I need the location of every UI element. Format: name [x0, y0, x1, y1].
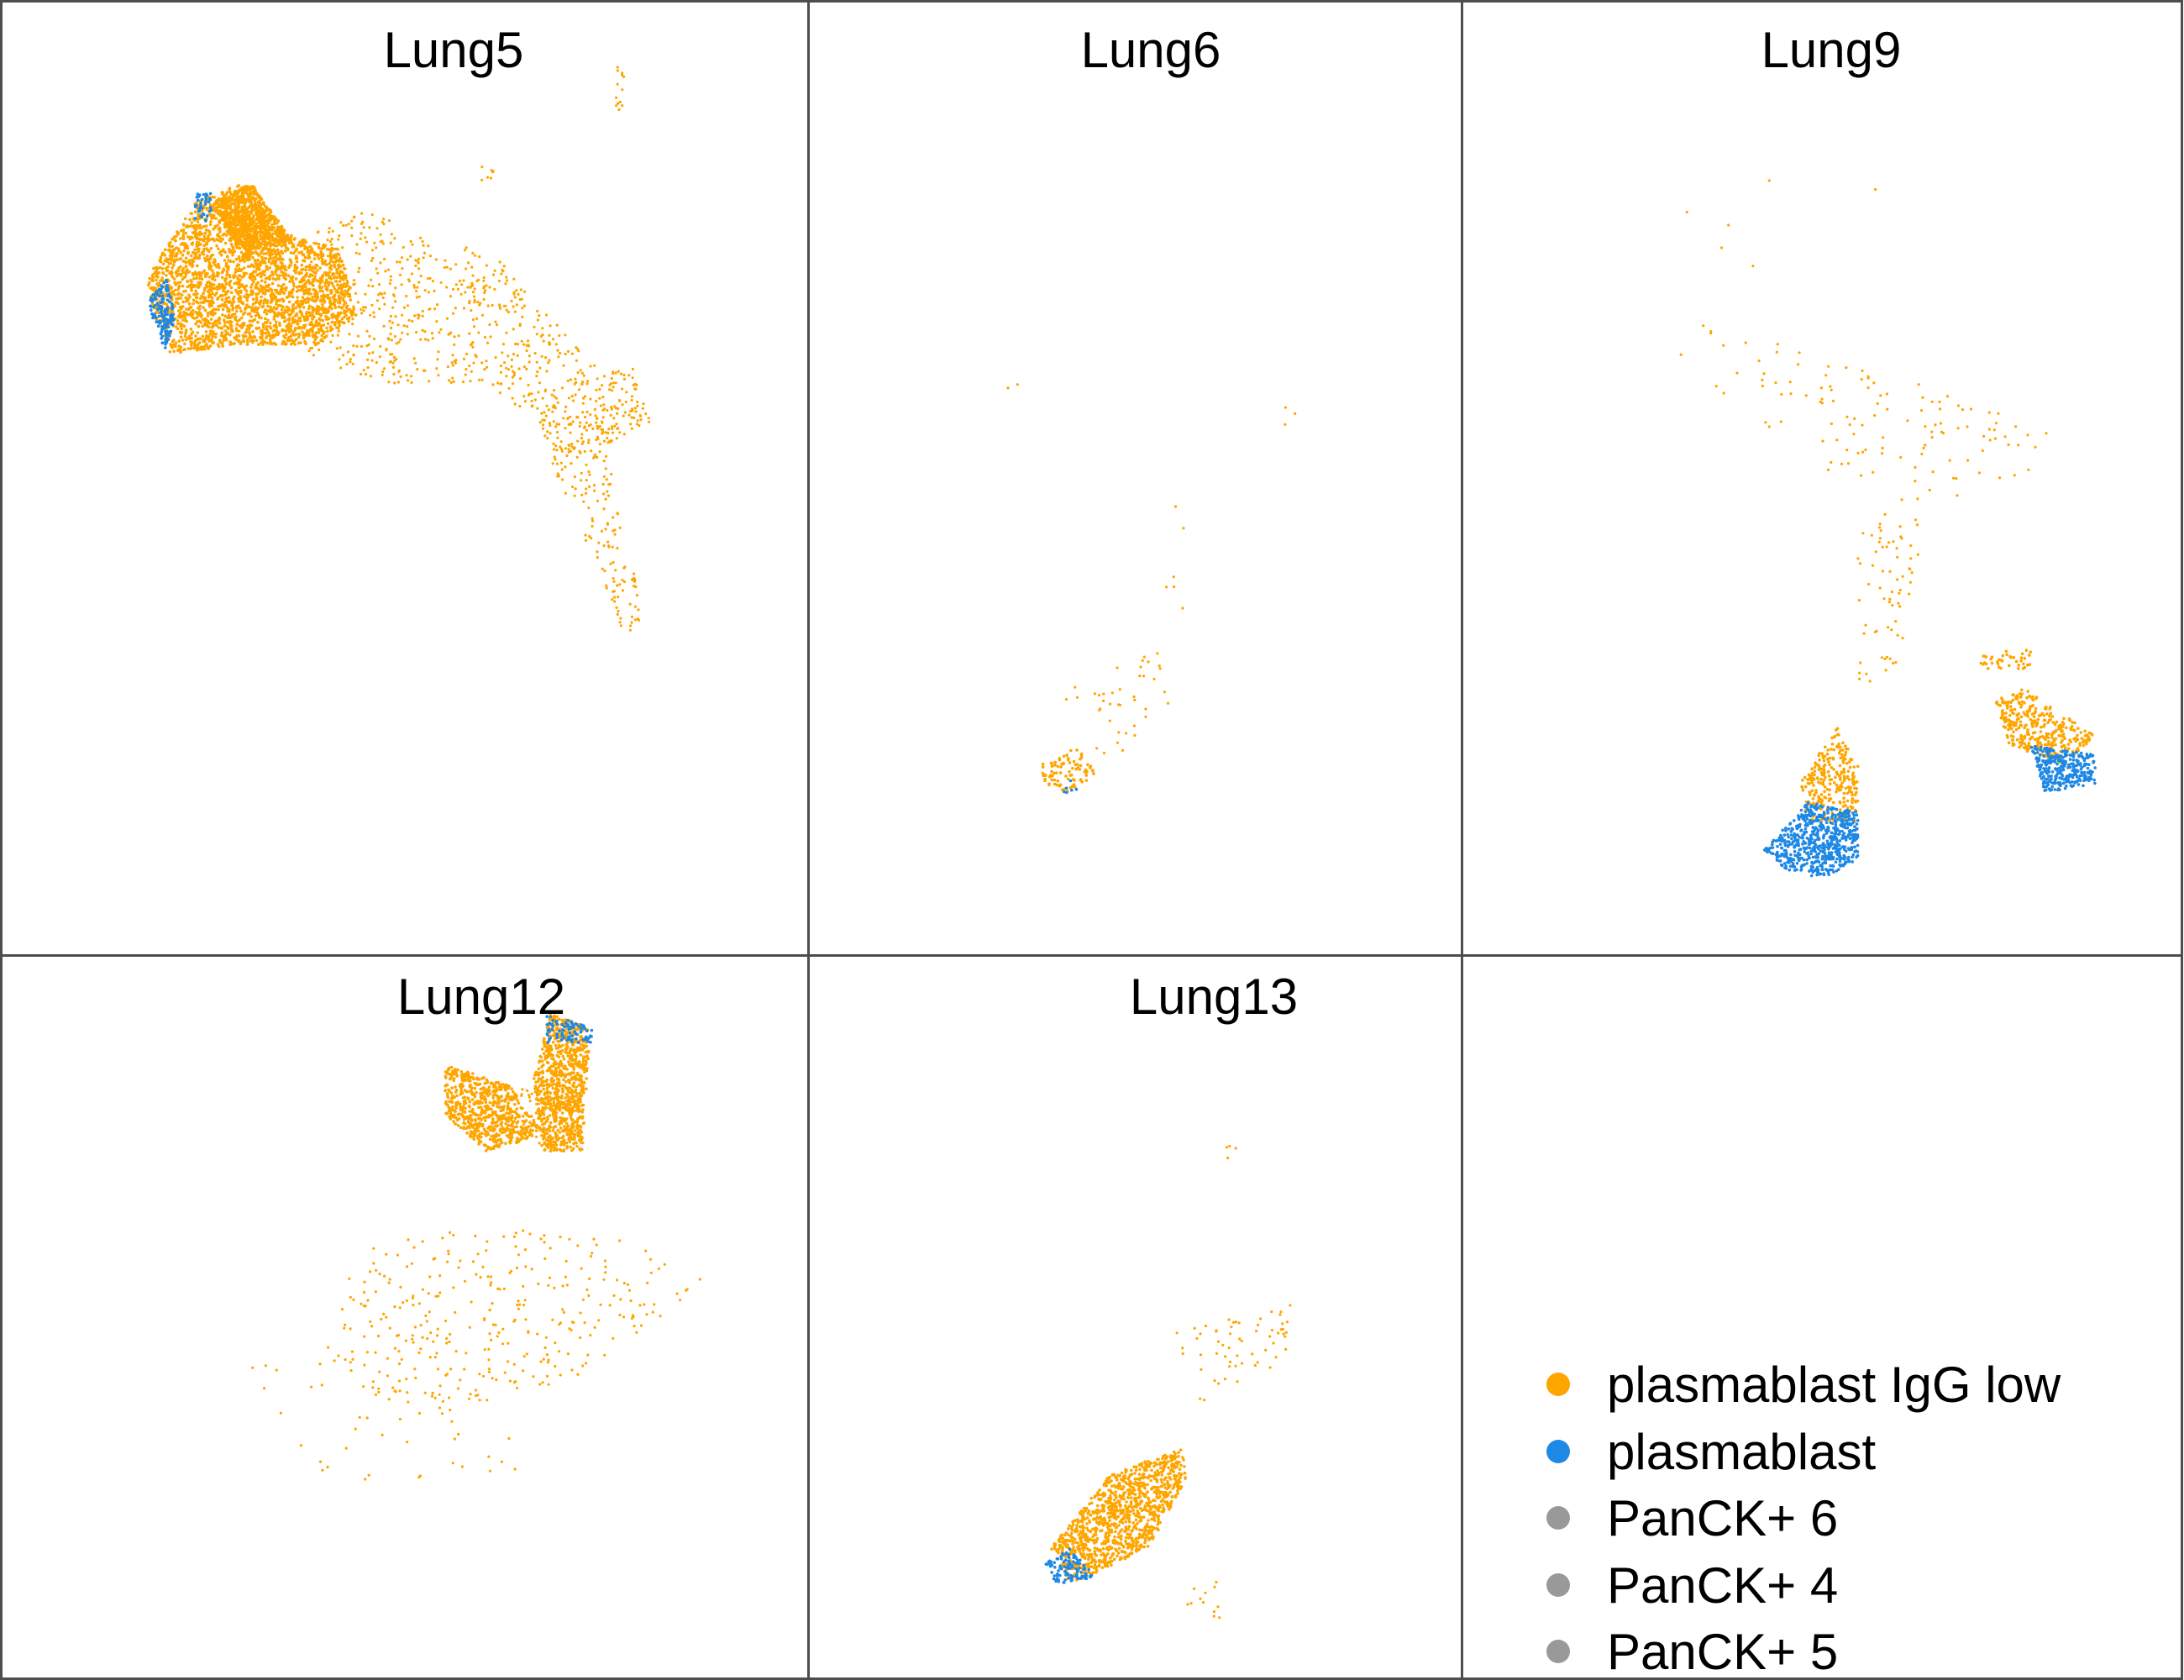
panel-lung13: Lung13 [807, 954, 1463, 1680]
scatter-points-lung12-plasmablast-igg-low [501, 1088, 542, 1145]
scatter-points-lung6-plasmablast-igg-low [1041, 748, 1095, 794]
panel-lung12: Lung12 [0, 954, 810, 1680]
scatter-points-lung5-plasmablast-igg-low [213, 184, 293, 261]
scatter-points-lung13-plasmablast-igg-low [1175, 1304, 1292, 1402]
legend-label-plasmablast: plasmablast [1607, 1424, 1876, 1480]
scatter-points-lung13-plasmablast [1044, 1547, 1094, 1584]
scatter-points-lung5-plasmablast-igg-low [147, 184, 358, 354]
scatter-points-lung6-plasmablast-igg-low [1284, 406, 1297, 426]
legend: plasmablast IgG low plasmablast PanCK+ 6… [1546, 1357, 2061, 1680]
points-lung5 [147, 66, 651, 632]
legend-item-panck-6: PanCK+ 6 [1546, 1490, 1838, 1546]
legend-label-panck-4: PanCK+ 4 [1607, 1557, 1838, 1614]
scatter-points-lung5-plasmablast [149, 278, 176, 349]
scatter-points-lung9-plasmablast [2029, 744, 2097, 792]
scatter-points-lung13-plasmablast-igg-low [1050, 1448, 1187, 1582]
legend-label-plasmablast-igg-low: plasmablast IgG low [1607, 1357, 2061, 1413]
points-lung9 [1679, 179, 2097, 878]
panel-title-lung12: Lung12 [397, 969, 565, 1025]
scatter-points-lung5-plasmablast-igg-low [295, 212, 644, 459]
scatter-points-lung13-plasmablast-igg-low [1225, 1144, 1237, 1160]
scatter-points-lung5-plasmablast-igg-low [480, 165, 495, 181]
legend-swatch-panck-6 [1546, 1506, 1570, 1530]
panel-title-lung9: Lung9 [1761, 22, 1902, 78]
scatter-points-lung5-plasmablast [193, 192, 213, 223]
legend-item-plasmablast: plasmablast [1546, 1424, 1876, 1480]
scatter-points-lung9-plasmablast-igg-low [1800, 727, 1860, 823]
scatter-points-lung12-plasmablast-igg-low [327, 1229, 701, 1421]
panel-title-lung13: Lung13 [1130, 969, 1298, 1025]
panel-title-lung5: Lung5 [384, 22, 524, 78]
panel-title-lung6: Lung6 [1081, 22, 1221, 78]
legend-swatch-panck-4 [1546, 1573, 1570, 1597]
scatter-points-lung12-plasmablast [545, 1015, 594, 1044]
legend-label-panck-5: PanCK+ 5 [1607, 1624, 1838, 1680]
scatter-points-lung9-plasmablast-igg-low [1979, 648, 2032, 670]
scatter-points-lung6-plasmablast-igg-low [1006, 383, 1019, 390]
scatter-points-lung5-plasmablast-igg-low [586, 367, 651, 446]
points-lung12 [251, 1012, 701, 1481]
scatter-points-lung9-plasmablast-igg-low [1995, 688, 2094, 764]
legend-item-panck-4: PanCK+ 4 [1546, 1557, 1838, 1614]
scatter-points-lung12-plasmablast-igg-low [444, 1065, 538, 1152]
scatter-points-lung9-plasmablast [1762, 801, 1860, 878]
empty-panel-frame [1461, 954, 2183, 1680]
legend-label-panck-6: PanCK+ 6 [1607, 1490, 1838, 1546]
legend-item-plasmablast-igg-low: plasmablast IgG low [1546, 1357, 2061, 1413]
scatter-points-lung12-plasmablast-igg-low [533, 1012, 591, 1152]
points-lung13 [1044, 1144, 1292, 1620]
scatter-points-lung5-plasmablast-igg-low [614, 66, 626, 112]
points-lung6 [1006, 383, 1297, 795]
legend-item-panck-5: PanCK+ 5 [1546, 1624, 1838, 1680]
legend-swatch-plasmablast-igg-low [1546, 1373, 1570, 1396]
legend-swatch-panck-5 [1546, 1640, 1570, 1663]
scatter-points-lung6-plasmablast [1062, 779, 1079, 795]
legend-swatch-plasmablast [1546, 1440, 1570, 1463]
